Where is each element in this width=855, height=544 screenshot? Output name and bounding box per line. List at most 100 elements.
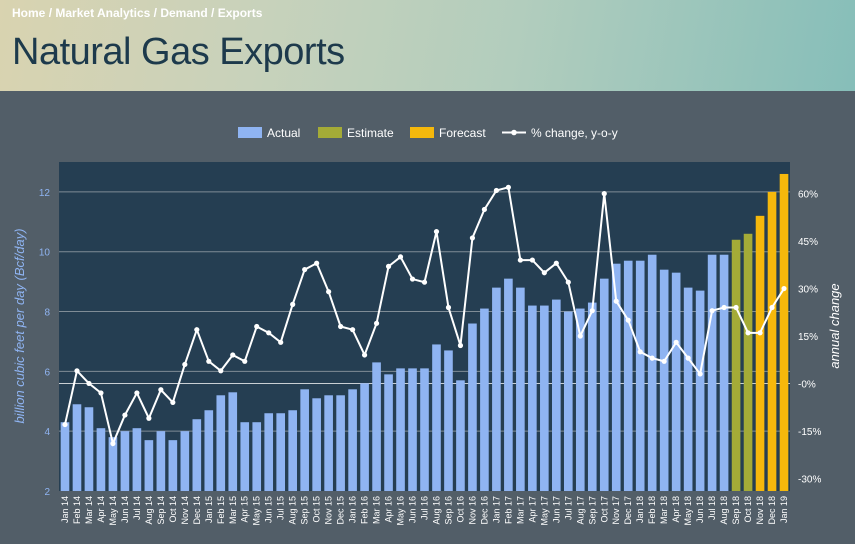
actual-bar: [659, 269, 669, 491]
actual-bar: [611, 263, 621, 491]
actual-bar: [516, 287, 525, 491]
pct-change-point: [278, 339, 284, 345]
pct-change-point: [709, 308, 715, 314]
x-tick-label: Oct 16: [455, 496, 465, 523]
x-tick-label: Nov 15: [324, 496, 334, 525]
actual-bar: [563, 311, 573, 491]
pct-change-point: [613, 298, 619, 304]
actual-bar: [647, 254, 657, 491]
x-tick-label: Dec 18: [767, 496, 777, 525]
left-axis-ticks: 2 4 6 8 10 12: [39, 188, 51, 498]
x-tick-label: Jan 16: [348, 496, 358, 523]
x-tick-label: Nov 18: [755, 496, 765, 525]
x-tick-label: Jan 15: [204, 496, 214, 523]
pct-change-point: [769, 304, 775, 311]
actual-bar: [552, 299, 561, 491]
legend-actual-label: Actual: [267, 126, 300, 140]
breadcrumb-home[interactable]: Home: [12, 6, 46, 20]
x-tick-label: Mar 17: [515, 496, 525, 524]
pct-change-point: [338, 323, 344, 330]
breadcrumb-market-analytics[interactable]: Market Analytics: [55, 6, 151, 20]
pct-change-point: [589, 308, 595, 314]
x-tick-label: Jul 18: [707, 496, 717, 520]
x-tick-label: Dec 14: [192, 496, 202, 525]
x-tick-label: Oct 18: [743, 496, 753, 523]
pct-change-point: [745, 330, 751, 336]
actual-bar: [504, 278, 513, 491]
left-tick-label: 12: [39, 188, 51, 199]
pct-change-point: [697, 371, 703, 377]
x-tick-label: Sep 17: [587, 496, 597, 525]
actual-bar: [719, 254, 729, 491]
pct-change-point: [146, 415, 152, 421]
pct-change-point: [302, 266, 308, 273]
pct-change-point: [397, 254, 404, 260]
actual-bar: [72, 404, 82, 491]
actual-bar: [360, 383, 369, 491]
x-tick-label: Aug 14: [144, 496, 154, 525]
x-tick-label: Oct 17: [599, 496, 609, 523]
actual-bar: [432, 344, 441, 491]
x-tick-label: Feb 18: [647, 496, 657, 524]
x-tick-label: Feb 16: [360, 496, 370, 524]
x-tick-label: Feb 14: [72, 496, 82, 524]
left-tick-label: 6: [44, 367, 50, 378]
x-tick-label: Jan 14: [60, 496, 70, 523]
pct-change-point: [314, 260, 320, 266]
pct-change-point: [625, 317, 631, 323]
actual-bar: [324, 395, 333, 491]
x-tick-label: Apr 17: [527, 496, 537, 523]
right-tick-label: 15%: [798, 332, 818, 343]
x-tick-label: May 18: [683, 496, 693, 526]
actual-bar: [635, 260, 645, 491]
actual-bar: [420, 368, 429, 491]
x-tick-label: Dec 17: [623, 496, 633, 525]
x-tick-label: Aug 18: [719, 496, 729, 525]
actual-bar: [336, 395, 345, 491]
breadcrumb-demand[interactable]: Demand: [160, 6, 208, 20]
x-tick-label: Mar 14: [84, 496, 94, 524]
pct-change-point: [517, 257, 523, 263]
page-header: Home / Market Analytics / Demand / Expor…: [0, 0, 855, 91]
right-tick-label: -0%: [798, 379, 816, 390]
x-tick-label: Jun 18: [695, 496, 705, 523]
actual-bar: [540, 305, 549, 491]
x-tick-label: May 16: [396, 496, 406, 526]
x-tick-label: Feb 15: [216, 496, 226, 524]
bars: [60, 173, 789, 492]
pct-change-point: [469, 235, 476, 241]
pct-change-point: [98, 390, 104, 396]
actual-bar: [156, 431, 166, 491]
legend: Actual Estimate Forecast % change, y-o-y: [238, 126, 618, 140]
actual-bar: [408, 368, 417, 491]
actual-bar: [300, 389, 309, 491]
pct-change-point: [733, 304, 739, 311]
left-tick-label: 4: [44, 427, 50, 438]
pct-change-point: [673, 339, 679, 345]
breadcrumb-separator: /: [153, 6, 157, 20]
forecast-bar: [767, 191, 777, 491]
actual-bar: [108, 437, 118, 491]
left-tick-label: 8: [44, 308, 50, 319]
pct-change-point: [290, 301, 296, 307]
pct-change-point: [206, 358, 212, 364]
right-tick-label: 30%: [798, 285, 818, 296]
pct-change-point: [529, 257, 535, 263]
breadcrumb-separator: /: [48, 6, 53, 20]
pct-change-point: [242, 358, 248, 364]
pct-change-point: [158, 387, 164, 393]
x-tick-label: Nov 16: [467, 496, 477, 525]
actual-bar: [240, 422, 250, 491]
x-tick-label: Nov 14: [180, 496, 190, 525]
actual-bar: [396, 368, 405, 491]
actual-bar: [587, 302, 597, 491]
pct-change-point: [86, 380, 92, 387]
actual-bar: [444, 350, 453, 491]
right-tick-label: -30%: [798, 474, 821, 485]
pct-change-point: [122, 412, 128, 418]
x-tick-label: Jun 15: [264, 496, 274, 523]
actual-bar: [575, 308, 585, 491]
pct-change-point: [74, 368, 80, 374]
pct-change-point: [421, 279, 428, 285]
pct-change-point: [541, 270, 547, 276]
